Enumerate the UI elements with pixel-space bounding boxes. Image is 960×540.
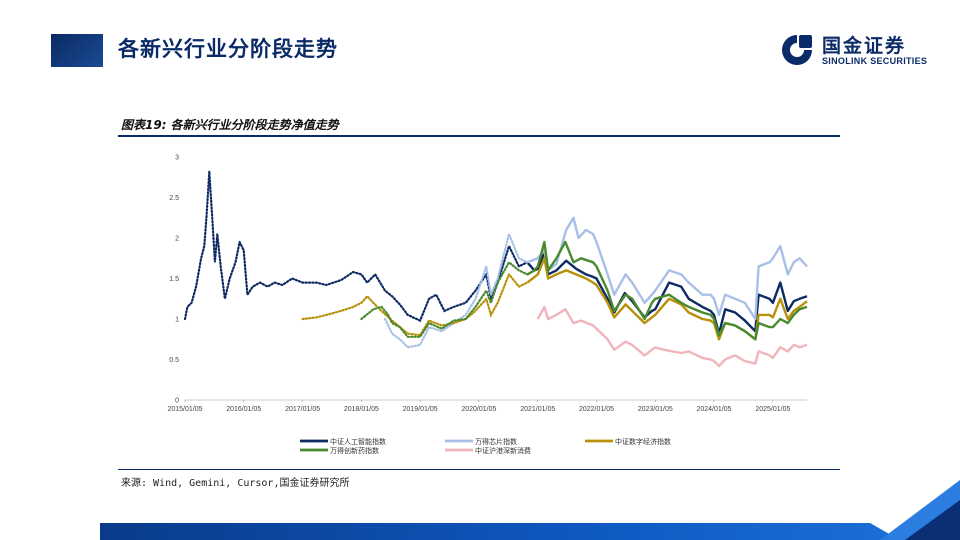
title-accent-block	[51, 34, 103, 67]
x-tick-label: 2019/01/05	[403, 406, 438, 413]
x-tick-label: 2017/01/05	[285, 406, 320, 413]
source-rule	[118, 469, 840, 470]
series-1	[183, 171, 808, 335]
y-tick-label: 2	[175, 236, 179, 243]
figure-title: 图表19: 各新兴行业分阶段走势净值走势	[121, 118, 339, 132]
y-tick-label: 0	[175, 398, 179, 405]
x-tick-label: 2015/01/05	[167, 406, 202, 413]
y-tick-label: 2.5	[169, 195, 179, 202]
series-line	[526, 251, 808, 335]
series-4	[360, 240, 808, 341]
series-line	[526, 257, 808, 341]
x-tick-label: 2022/01/05	[579, 406, 614, 413]
series-line-dotted	[383, 230, 529, 349]
legend-label: 中证人工智能指数	[330, 437, 386, 446]
legend-item: 中证数字经济指数	[585, 437, 671, 446]
series-line	[526, 216, 808, 321]
series-5	[536, 305, 808, 368]
series-line-dotted	[301, 272, 529, 337]
series-2	[383, 216, 808, 349]
chart-plot-area	[183, 171, 808, 368]
y-tick-label: 1	[175, 317, 179, 324]
legend-item: 中证人工智能指数	[300, 437, 386, 446]
company-logo: 国金证券 SINOLINK SECURITIES	[780, 30, 950, 70]
figure-title-rule	[118, 135, 840, 137]
x-tick-label: 2016/01/05	[226, 406, 261, 413]
y-tick-label: 3	[175, 155, 179, 162]
chart-axes: 0 0.5 1 1.5 2 2.5 3 2015/01/05 2016/01/05 2017/01…	[167, 155, 807, 413]
legend-label: 万得芯片指数	[475, 437, 517, 446]
legend-label: 中证数字经济指数	[615, 437, 671, 446]
x-tick-label: 2021/01/05	[520, 406, 555, 413]
x-tick-label: 2018/01/05	[344, 406, 379, 413]
nav-line-chart: 0 0.5 1 1.5 2 2.5 3 2015/01/05 2016/01/05 2017/01…	[167, 155, 808, 455]
y-tick-label: 1.5	[169, 276, 179, 283]
y-tick-label: 0.5	[169, 357, 179, 364]
x-tick-label: 2024/01/05	[696, 406, 731, 413]
figure-source: 来源: Wind, Gemini, Cursor,国金证券研究所	[121, 478, 350, 489]
x-tick-label: 2023/01/05	[638, 406, 673, 413]
legend-item: 万得创新药指数	[300, 446, 379, 455]
x-tick-label: 2020/01/05	[461, 406, 496, 413]
slide-title: 各新兴行业分阶段走势	[118, 37, 338, 61]
series-line-dotted	[183, 171, 529, 323]
series-line-dotted	[360, 260, 529, 338]
series-line	[536, 305, 808, 368]
logo-name-en: SINOLINK SECURITIES	[822, 56, 928, 66]
legend-item: 万得芯片指数	[445, 437, 517, 446]
legend-item: 中证沪港深新消费	[445, 446, 531, 455]
logo-name-cn: 国金证券	[822, 35, 907, 57]
legend-label: 万得创新药指数	[330, 446, 379, 455]
logo-mark-icon	[782, 35, 812, 65]
legend-label: 中证沪港深新消费	[475, 446, 531, 455]
series-line	[526, 240, 808, 341]
x-tick-label: 2025/01/05	[755, 406, 790, 413]
